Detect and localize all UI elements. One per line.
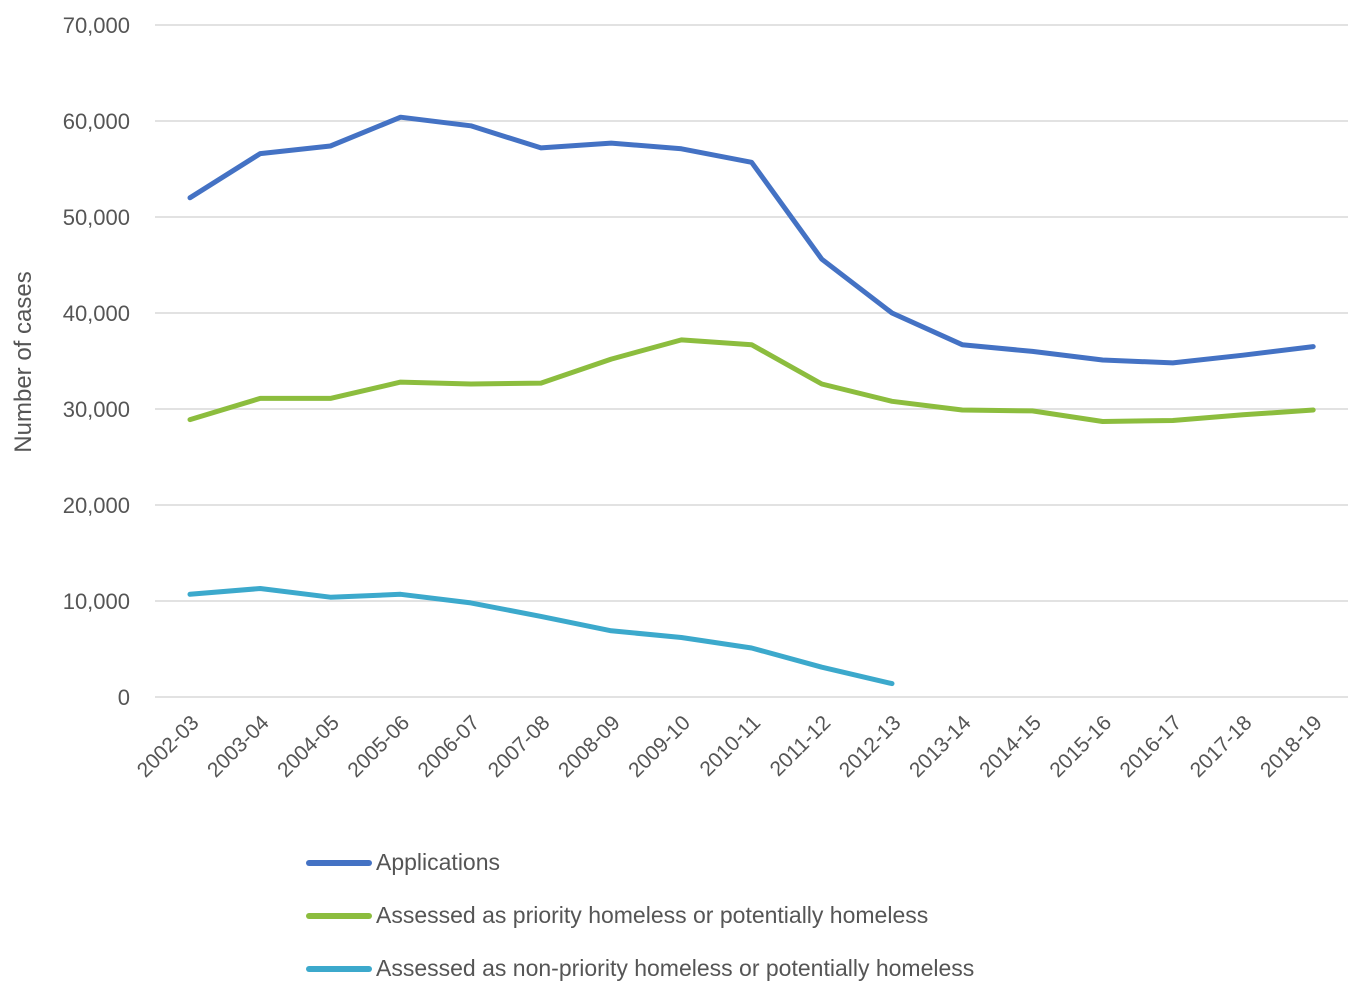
x-tick-label: 2017-18 (1186, 711, 1257, 782)
line-chart: 0 10,000 20,000 30,000 40,000 50,000 60,000 70,… (10, 13, 1348, 782)
x-tick-label: 2007-08 (484, 711, 555, 782)
legend-item-applications: Applications (306, 836, 974, 889)
legend-item-priority: Assessed as priority homeless or potenti… (306, 889, 974, 942)
x-tick-label: 2006-07 (414, 711, 485, 782)
y-tick-label: 0 (118, 685, 130, 710)
y-tick-label: 30,000 (63, 397, 130, 422)
gridlines (155, 24, 1348, 698)
y-tick-label: 40,000 (63, 301, 130, 326)
y-tick-label: 70,000 (63, 13, 130, 38)
y-tick-label: 60,000 (63, 109, 130, 134)
legend-label-applications: Applications (376, 849, 501, 875)
x-tick-label: 2003-04 (203, 711, 274, 782)
y-tick-label: 50,000 (63, 205, 130, 230)
legend-swatch-priority (306, 912, 372, 919)
legend-label-priority: Assessed as priority homeless or potenti… (376, 902, 929, 928)
x-tick-label: 2013-14 (905, 711, 976, 782)
x-tick-label: 2012-13 (835, 711, 906, 782)
x-tick-label: 2004-05 (273, 711, 344, 782)
x-tick-label: 2002-03 (133, 711, 204, 782)
legend-swatch-non-priority (306, 965, 372, 972)
x-tick-label: 2015-16 (1045, 711, 1116, 782)
x-tick-label: 2011-12 (766, 711, 836, 781)
x-tick-label: 2008-09 (554, 711, 625, 782)
legend-label-non-priority: Assessed as non-priority homeless or pot… (376, 955, 975, 981)
x-tick-label: 2010-11 (695, 711, 765, 781)
x-tick-label: 2009-10 (624, 711, 695, 782)
x-tick-label: 2016-17 (1116, 711, 1187, 782)
series-lines (187, 114, 1316, 687)
x-tick-label: 2014-15 (975, 711, 1046, 782)
series-line-2 (187, 586, 895, 687)
series-line-1 (187, 337, 1316, 424)
y-tick-label: 10,000 (63, 589, 130, 614)
legend-item-non-priority: Assessed as non-priority homeless or pot… (306, 942, 974, 995)
x-tick-label: 2005-06 (343, 711, 414, 782)
y-axis-ticks: 0 10,000 20,000 30,000 40,000 50,000 60,000 70,… (63, 13, 130, 710)
y-tick-label: 20,000 (63, 493, 130, 518)
series-line-0 (187, 114, 1316, 366)
x-axis-ticks: 2002-03 2003-04 2004-05 2005-06 2006-07 2007-… (133, 711, 1327, 782)
y-axis-label: Number of cases (10, 271, 37, 452)
x-tick-label: 2018-19 (1256, 711, 1327, 782)
legend: Applications Assessed as priority homele… (306, 836, 974, 995)
legend-swatch-applications (306, 859, 372, 866)
